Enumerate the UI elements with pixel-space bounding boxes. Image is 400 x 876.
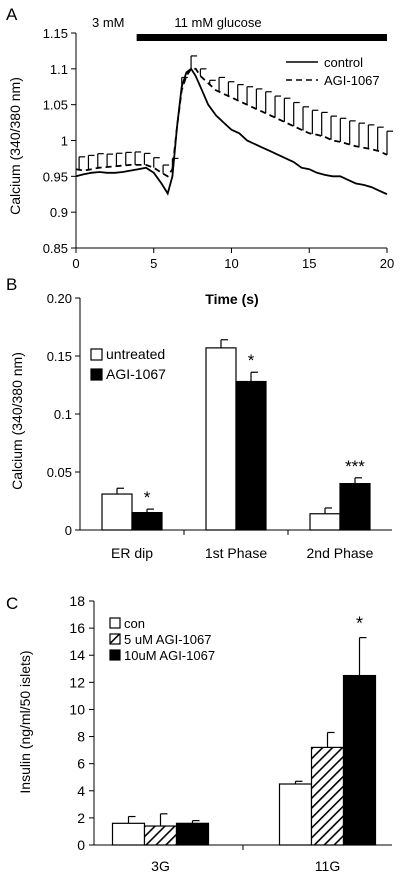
panel-b-y-tick-label: 0 (65, 523, 72, 538)
panel-b-y-tick-label: 0.1 (54, 407, 72, 422)
panel-b-label: B (6, 275, 17, 294)
panel-b-category-label: 1st Phase (205, 545, 267, 561)
panel-a-line-chart: A Calcium (340/380 nm) Time (s) 3 mM 11 … (6, 5, 394, 307)
panel-a-x-tick-label: 20 (380, 256, 394, 271)
panel-c-legend-swatch (109, 649, 121, 661)
panel-a-legend: control AGI-1067 (286, 55, 380, 88)
panel-c-bar-5um-agi-1067 (310, 746, 345, 846)
panel-a-y-tick-label: 1.1 (50, 62, 68, 77)
panel-b-y-axis-label: Calcium (340/380 nm) (9, 352, 25, 490)
panel-b-bar-chart: B Calcium (340/380 nm) 0 0.05 0.1 0.15 0.20 E… (6, 275, 392, 561)
panel-c-y-tick-label: 6 (77, 756, 85, 772)
panel-a-label: A (6, 5, 18, 24)
panel-b-bar-untreated (101, 493, 133, 531)
panel-a-y-tick-label: 1.15 (43, 26, 68, 41)
panel-b-bar-untreated (205, 347, 237, 531)
panel-a-x-tick-label: 5 (150, 256, 157, 271)
panel-b-significance-marker: * (144, 488, 151, 507)
panel-c-y-tick-label: 4 (77, 783, 85, 799)
panel-c-significance-marker: * (356, 614, 363, 634)
panel-a-y-tick-label: 0.85 (43, 241, 68, 256)
panel-c-y-axis-label: Insulin (ng/ml/50 islets) (17, 650, 33, 793)
panel-a-y-tick-label: 0.95 (43, 169, 68, 184)
panel-c-bar-5um-agi-1067 (143, 825, 178, 846)
panel-b-category-label: ER dip (111, 545, 153, 561)
panel-c-category-label: 11G (315, 858, 340, 874)
panel-c-y-tick-label: 10 (69, 701, 85, 717)
panel-c-legend-label: 5 uM AGI-1067 (124, 632, 211, 647)
panel-c-y-tick-label: 12 (69, 674, 85, 690)
panel-c-category-label: 3G (151, 858, 170, 874)
panel-b-bar-agi-1067 (339, 483, 371, 531)
panel-c-y-tick-label: 8 (77, 729, 85, 745)
panel-c-legend-label: con (124, 616, 145, 631)
panel-a-annotation-glucose: 11 mM glucose (174, 15, 261, 30)
panel-b-significance-marker: *** (345, 457, 365, 476)
panel-c-y-tick-label: 18 (69, 593, 85, 609)
panel-b-legend-swatch (90, 368, 103, 381)
panel-b-y-tick-label: 0.15 (47, 349, 72, 364)
panel-c-bar-con (111, 822, 146, 846)
panel-a-x-tick-label: 0 (72, 256, 79, 271)
panel-a-y-tick-label: 0.9 (50, 205, 68, 220)
panel-c-y-tick-label: 16 (69, 620, 85, 636)
glucose-stimulation-bar (136, 34, 387, 41)
panel-c-y-tick-label: 2 (77, 810, 85, 826)
panel-a-x-tick-label: 15 (302, 256, 316, 271)
legend-control-label: control (324, 55, 363, 70)
panel-a-annotation-3mm: 3 mM (92, 15, 125, 30)
panel-a-y-axis-label: Calcium (340/380 nm) (7, 77, 23, 215)
panel-c-legend-label: 10uM AGI-1067 (124, 648, 215, 663)
panel-a-y-tick-label: 1 (61, 134, 68, 149)
panel-c-bar-con (278, 783, 313, 846)
panel-c-bar-chart: C Insulin (ng/ml/50 islets) 0 2 4 6 8 10 12 14 1… (6, 593, 392, 874)
panel-b-legend-label: AGI-1067 (106, 366, 166, 382)
panel-a-x-tick-label: 10 (224, 256, 238, 271)
panel-c-legend-swatch (109, 633, 121, 645)
panel-b-category-label: 2nd Phase (307, 545, 374, 561)
panel-c-label: C (6, 594, 18, 613)
panel-b-bar-untreated (309, 513, 341, 531)
panel-b-legend-swatch (90, 348, 103, 361)
legend-agi-label: AGI-1067 (324, 73, 380, 88)
panel-b-significance-marker: * (248, 351, 255, 370)
panel-c-bar-10um-agi-1067 (342, 674, 377, 846)
panel-a-y-tick-label: 1.05 (43, 98, 68, 113)
panel-b-legend-label: untreated (106, 346, 165, 362)
panel-b-bar-agi-1067 (131, 511, 163, 531)
panel-c-bar-10um-agi-1067 (175, 822, 210, 846)
panel-a-x-axis-label: Time (s) (205, 291, 258, 307)
panel-c-legend-swatch (109, 617, 121, 629)
agi-1067-trace (75, 67, 388, 178)
panel-b-bar-agi-1067 (235, 380, 267, 531)
panel-b-y-tick-label: 0.20 (47, 291, 72, 306)
panel-c-y-tick-label: 14 (69, 647, 85, 663)
control-trace (75, 67, 388, 196)
panel-b-y-tick-label: 0.05 (47, 465, 72, 480)
panel-c-y-tick-label: 0 (77, 837, 85, 853)
